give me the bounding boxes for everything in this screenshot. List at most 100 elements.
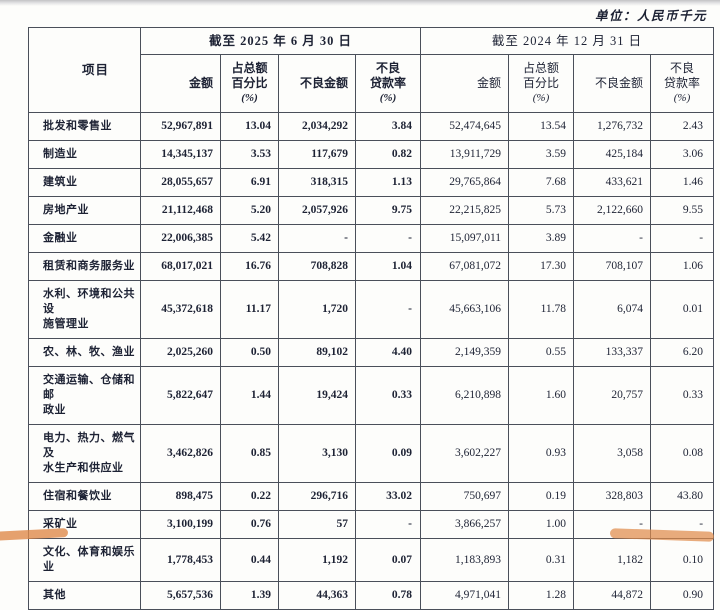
industry-row: 房地产业 21,112,468 5.20 2,057,926 9.75 22,215,82… — [28, 196, 715, 225]
industry-row: 其他 5,657,536 1.39 44,363 0.78 4,971,041 1.28 44… — [28, 581, 715, 610]
cell-2025-ratio: - — [354, 510, 422, 539]
cell-2024-ratio: 0.08 — [650, 424, 715, 483]
col-header-item: 项目 — [28, 27, 141, 113]
industry-row: 批发和零售业 52,967,891 13.04 2,034,292 3.84 52,474… — [28, 112, 715, 141]
cell-2024-pct: 3.89 — [508, 224, 575, 253]
cell-2025-ratio: 0.82 — [354, 140, 422, 169]
cell-2025-pct: 1.44 — [220, 366, 279, 425]
industry-loan-table: 项目 截至 2025 年 6 月 30 日 截至 2024 年 12 月 31 … — [28, 27, 715, 610]
cell-2025-amt: 1,778,453 — [140, 538, 221, 582]
cell-2025-npl: 1,192 — [278, 538, 356, 582]
cell-2025-pct: 13.04 — [220, 112, 279, 141]
cell-2025-pct: 0.44 — [220, 538, 279, 582]
cell-2024-npl: 3,058 — [573, 424, 652, 483]
industry-row: 住宿和餐饮业 898,475 0.22 296,716 33.02 750,697 0.19… — [28, 482, 715, 511]
industry-label: 制造业 — [28, 140, 141, 169]
cell-2025-ratio: - — [354, 280, 422, 339]
cell-2025-pct: 6.91 — [220, 168, 279, 197]
cell-2025-pct: 3.53 — [220, 140, 279, 169]
cell-2024-amt: 15,097,011 — [420, 224, 510, 253]
cell-2025-amt: 5,822,647 — [140, 366, 221, 425]
cell-2025-amt: 21,112,468 — [140, 196, 221, 225]
period-header-2024: 截至 2024 年 12 月 31 日 — [420, 27, 715, 55]
cell-2024-npl: 328,803 — [573, 482, 652, 511]
cell-2025-ratio: 0.07 — [354, 538, 422, 582]
cell-2024-amt: 6,210,898 — [420, 366, 510, 425]
cell-2025-pct: 5.20 — [220, 196, 279, 225]
industry-label: 电力、热力、燃气及 水生产和供应业 — [28, 424, 141, 483]
col-header-npl-amount-2025: 不良金额 — [278, 54, 356, 113]
cell-2024-pct: 7.68 — [508, 168, 575, 197]
cell-2025-amt: 2,025,260 — [140, 338, 221, 367]
cell-2025-ratio: 0.09 — [354, 424, 422, 483]
cell-2024-ratio: 0.33 — [650, 366, 715, 425]
industry-row: 农、林、牧、渔业 2,025,260 0.50 89,102 4.40 2,149,359… — [28, 338, 715, 367]
cell-2024-npl: 708,107 — [573, 252, 652, 281]
industry-label: 建筑业 — [28, 168, 141, 197]
cell-2025-amt: 5,657,536 — [140, 581, 221, 610]
industry-label: 住宿和餐饮业 — [28, 482, 141, 511]
cell-2025-ratio: 4.40 — [354, 338, 422, 367]
industry-label: 批发和零售业 — [28, 112, 141, 141]
cell-2024-ratio: 0.01 — [650, 280, 715, 339]
cell-2025-npl: 318,315 — [278, 168, 356, 197]
col-header-pct-2025: 占总额 百分比 (%) — [220, 54, 279, 113]
cell-2025-npl: 44,363 — [278, 581, 356, 610]
cell-2025-amt: 68,017,021 — [140, 252, 221, 281]
cell-2025-npl: 89,102 — [278, 338, 356, 367]
cell-2024-pct: 3.59 — [508, 140, 575, 169]
industry-label: 其他 — [28, 581, 141, 610]
cell-2025-npl: 708,828 — [278, 252, 356, 281]
cell-2025-pct: 0.85 — [220, 424, 279, 483]
cell-2025-npl: 19,424 — [278, 366, 356, 425]
cell-2024-ratio: 9.55 — [650, 196, 715, 225]
cell-2024-ratio: 43.80 — [650, 482, 715, 511]
cell-2025-pct: 16.76 — [220, 252, 279, 281]
industry-row: 租赁和商务服务业 68,017,021 16.76 708,828 1.04 67,081… — [28, 252, 715, 281]
cell-2025-ratio: 1.13 — [354, 168, 422, 197]
cell-2024-amt: 29,765,864 — [420, 168, 510, 197]
industry-row: 交通运输、仓储和邮 政业 5,822,647 1.44 19,424 0.33 6,210… — [28, 366, 715, 425]
industry-label: 租赁和商务服务业 — [28, 252, 141, 281]
loan-table-body: 批发和零售业 52,967,891 13.04 2,034,292 3.84 52,474… — [28, 112, 715, 610]
industry-row: 文化、体育和娱乐业 1,778,453 0.44 1,192 0.07 1,183,893… — [28, 538, 715, 582]
cell-2024-npl: 1,182 — [573, 538, 652, 582]
cell-2024-amt: 750,697 — [420, 482, 510, 511]
cell-2024-npl: 6,074 — [573, 280, 652, 339]
cell-2024-amt: 22,215,825 — [420, 196, 510, 225]
cell-2024-pct: 5.73 — [508, 196, 575, 225]
cell-2025-ratio: 3.84 — [354, 112, 422, 141]
cell-2025-amt: 28,055,657 — [140, 168, 221, 197]
cell-2024-ratio: 0.10 — [650, 538, 715, 582]
industry-row: 金融业 22,006,385 5.42- -15,097,011 3.89- - — [28, 224, 715, 253]
cell-2025-pct: 0.50 — [220, 338, 279, 367]
industry-label: 房地产业 — [28, 196, 141, 225]
cell-2024-npl: 133,337 — [573, 338, 652, 367]
industry-row: 建筑业 28,055,657 6.91 318,315 1.13 29,765,864 7.… — [28, 168, 715, 197]
cell-2025-ratio: 9.75 — [354, 196, 422, 225]
cell-2024-pct: 11.78 — [508, 280, 575, 339]
cell-2025-ratio: 0.78 — [354, 581, 422, 610]
cell-2025-amt: 22,006,385 — [140, 224, 221, 253]
period-header-2025: 截至 2025 年 6 月 30 日 — [139, 27, 422, 55]
cell-2024-ratio: - — [650, 224, 715, 253]
col-header-npl-ratio-2024: 不良 贷款率 (%) — [650, 54, 715, 113]
industry-label: 农、林、牧、渔业 — [28, 338, 141, 367]
cell-2024-npl: 2,122,660 — [573, 196, 652, 225]
col-header-npl-amount-2024: 不良金额 — [573, 54, 652, 113]
cell-2024-ratio: 1.46 — [650, 168, 715, 197]
cell-2025-npl: 296,716 — [278, 482, 356, 511]
cell-2025-pct: 0.22 — [220, 482, 279, 511]
cell-2025-ratio: 0.33 — [354, 366, 422, 425]
cell-2024-npl: 20,757 — [573, 366, 652, 425]
col-header-amount-2024: 金额 — [420, 54, 510, 113]
cell-2025-pct: 11.17 — [220, 280, 279, 339]
cell-2025-npl: 117,679 — [278, 140, 356, 169]
cell-2025-npl: 2,057,926 — [278, 196, 356, 225]
cell-2024-npl: 433,621 — [573, 168, 652, 197]
cell-2024-amt: 3,866,257 — [420, 510, 510, 539]
industry-row: 采矿业 3,100,199 0.76 57-3,866,257 1.00- - — [28, 510, 715, 539]
cell-2024-amt: 3,602,227 — [420, 424, 510, 483]
amount-label: 金额 — [188, 76, 213, 90]
